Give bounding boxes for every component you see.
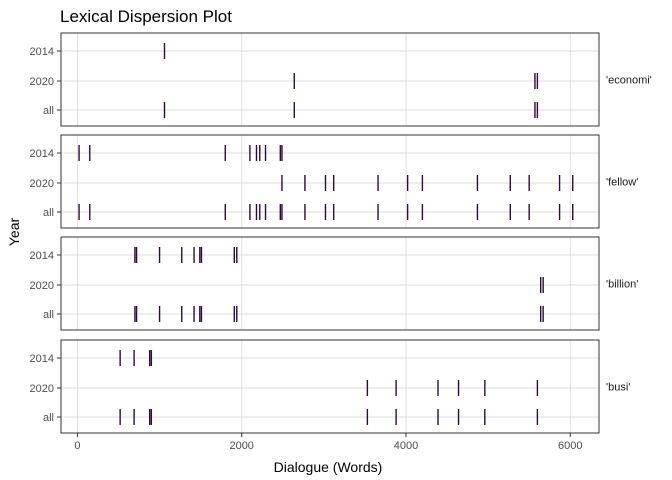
- facet-panel: 2014 2020 all 'billion': [30, 236, 638, 331]
- y-tick-label: 2014: [30, 250, 54, 262]
- y-tick-label: 2020: [30, 76, 54, 88]
- y-tick-label: 2020: [30, 280, 54, 292]
- x-tick-label: 2000: [229, 440, 253, 452]
- chart-title: Lexical Dispersion Plot: [60, 7, 232, 26]
- facet-strip-label: 'busi': [606, 382, 630, 394]
- y-tick-label: 2014: [30, 46, 54, 58]
- x-axis-title: Dialogue (Words): [274, 459, 383, 475]
- facet-panels: 20142020all'economi'20142020all'fellow'2…: [30, 32, 652, 434]
- facet-strip-label: 'billion': [606, 279, 638, 291]
- y-tick-label: all: [43, 412, 54, 424]
- y-tick-label: 2020: [30, 178, 54, 190]
- y-tick-label: all: [43, 309, 54, 321]
- facet-panel: 2014 2020 all 'busi': [30, 339, 630, 434]
- facet-panel: 2014 2020 all 'fellow': [30, 134, 638, 229]
- x-axis: 0 2000 4000 6000: [74, 433, 582, 452]
- panel-border: [60, 32, 600, 127]
- facet-strip-label: 'economi': [606, 75, 652, 87]
- x-tick-label: 0: [74, 440, 80, 452]
- x-tick-label: 6000: [558, 440, 582, 452]
- facet-strip-label: 'fellow': [606, 177, 638, 189]
- y-tick-label: 2014: [30, 148, 54, 160]
- panel-border: [60, 134, 600, 229]
- y-axis-title: Year: [6, 218, 22, 247]
- y-tick-label: 2020: [30, 383, 54, 395]
- facet-panel: 2014 2020 all 'economi': [30, 32, 652, 127]
- y-tick-label: all: [43, 105, 54, 117]
- y-tick-label: all: [43, 207, 54, 219]
- panel-border: [60, 236, 600, 331]
- y-tick-label: 2014: [30, 353, 54, 365]
- panel-border: [60, 339, 600, 434]
- x-tick-label: 4000: [394, 440, 418, 452]
